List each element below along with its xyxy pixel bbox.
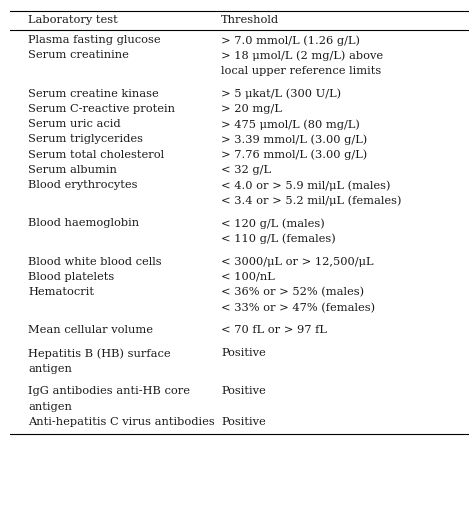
Text: < 110 g/L (females): < 110 g/L (females) — [221, 234, 336, 244]
Text: Laboratory test: Laboratory test — [28, 15, 118, 25]
Text: > 18 μmol/L (2 mg/L) above: > 18 μmol/L (2 mg/L) above — [221, 50, 383, 61]
Text: Positive: Positive — [221, 348, 266, 358]
Text: Anti-hepatitis C virus antibodies: Anti-hepatitis C virus antibodies — [28, 417, 215, 427]
Text: < 3.4 or > 5.2 mil/μL (females): < 3.4 or > 5.2 mil/μL (females) — [221, 195, 401, 206]
Text: antigen: antigen — [28, 402, 72, 412]
Text: < 32 g/L: < 32 g/L — [221, 165, 271, 175]
Text: < 36% or > 52% (males): < 36% or > 52% (males) — [221, 287, 364, 297]
Text: < 120 g/L (males): < 120 g/L (males) — [221, 218, 325, 229]
Text: IgG antibodies anti-HB core: IgG antibodies anti-HB core — [28, 387, 191, 397]
Text: Hepatitis B (HB) surface: Hepatitis B (HB) surface — [28, 348, 171, 359]
Text: > 7.0 mmol/L (1.26 g/L): > 7.0 mmol/L (1.26 g/L) — [221, 35, 360, 46]
Text: Blood erythrocytes: Blood erythrocytes — [28, 180, 138, 190]
Text: Plasma fasting glucose: Plasma fasting glucose — [28, 35, 161, 45]
Text: Serum creatine kinase: Serum creatine kinase — [28, 89, 159, 99]
Text: > 475 μmol/L (80 mg/L): > 475 μmol/L (80 mg/L) — [221, 119, 360, 130]
Text: < 4.0 or > 5.9 mil/μL (males): < 4.0 or > 5.9 mil/μL (males) — [221, 180, 391, 191]
Text: > 5 μkat/L (300 U/L): > 5 μkat/L (300 U/L) — [221, 89, 341, 99]
Text: > 20 mg/L: > 20 mg/L — [221, 104, 282, 114]
Text: Positive: Positive — [221, 387, 266, 397]
Text: < 100/nL: < 100/nL — [221, 272, 275, 282]
Text: Serum total cholesterol: Serum total cholesterol — [28, 150, 164, 160]
Text: Serum C-reactive protein: Serum C-reactive protein — [28, 104, 175, 114]
Text: < 3000/μL or > 12,500/μL: < 3000/μL or > 12,500/μL — [221, 256, 374, 267]
Text: > 3.39 mmol/L (3.00 g/L): > 3.39 mmol/L (3.00 g/L) — [221, 134, 367, 145]
Text: Blood white blood cells: Blood white blood cells — [28, 256, 162, 267]
Text: Serum triglycerides: Serum triglycerides — [28, 134, 143, 144]
Text: < 70 fL or > 97 fL: < 70 fL or > 97 fL — [221, 326, 327, 336]
Text: Mean cellular volume: Mean cellular volume — [28, 326, 154, 336]
Text: antigen: antigen — [28, 364, 72, 373]
Text: Blood platelets: Blood platelets — [28, 272, 115, 282]
Text: Threshold: Threshold — [221, 15, 279, 25]
Text: Serum albumin: Serum albumin — [28, 165, 117, 175]
Text: Serum uric acid: Serum uric acid — [28, 119, 121, 129]
Text: Positive: Positive — [221, 417, 266, 427]
Text: < 33% or > 47% (females): < 33% or > 47% (females) — [221, 303, 375, 313]
Text: > 7.76 mmol/L (3.00 g/L): > 7.76 mmol/L (3.00 g/L) — [221, 150, 367, 160]
Text: Serum creatinine: Serum creatinine — [28, 50, 129, 61]
Text: Blood haemoglobin: Blood haemoglobin — [28, 218, 139, 228]
Text: Hematocrit: Hematocrit — [28, 287, 94, 297]
Text: local upper reference limits: local upper reference limits — [221, 66, 382, 75]
